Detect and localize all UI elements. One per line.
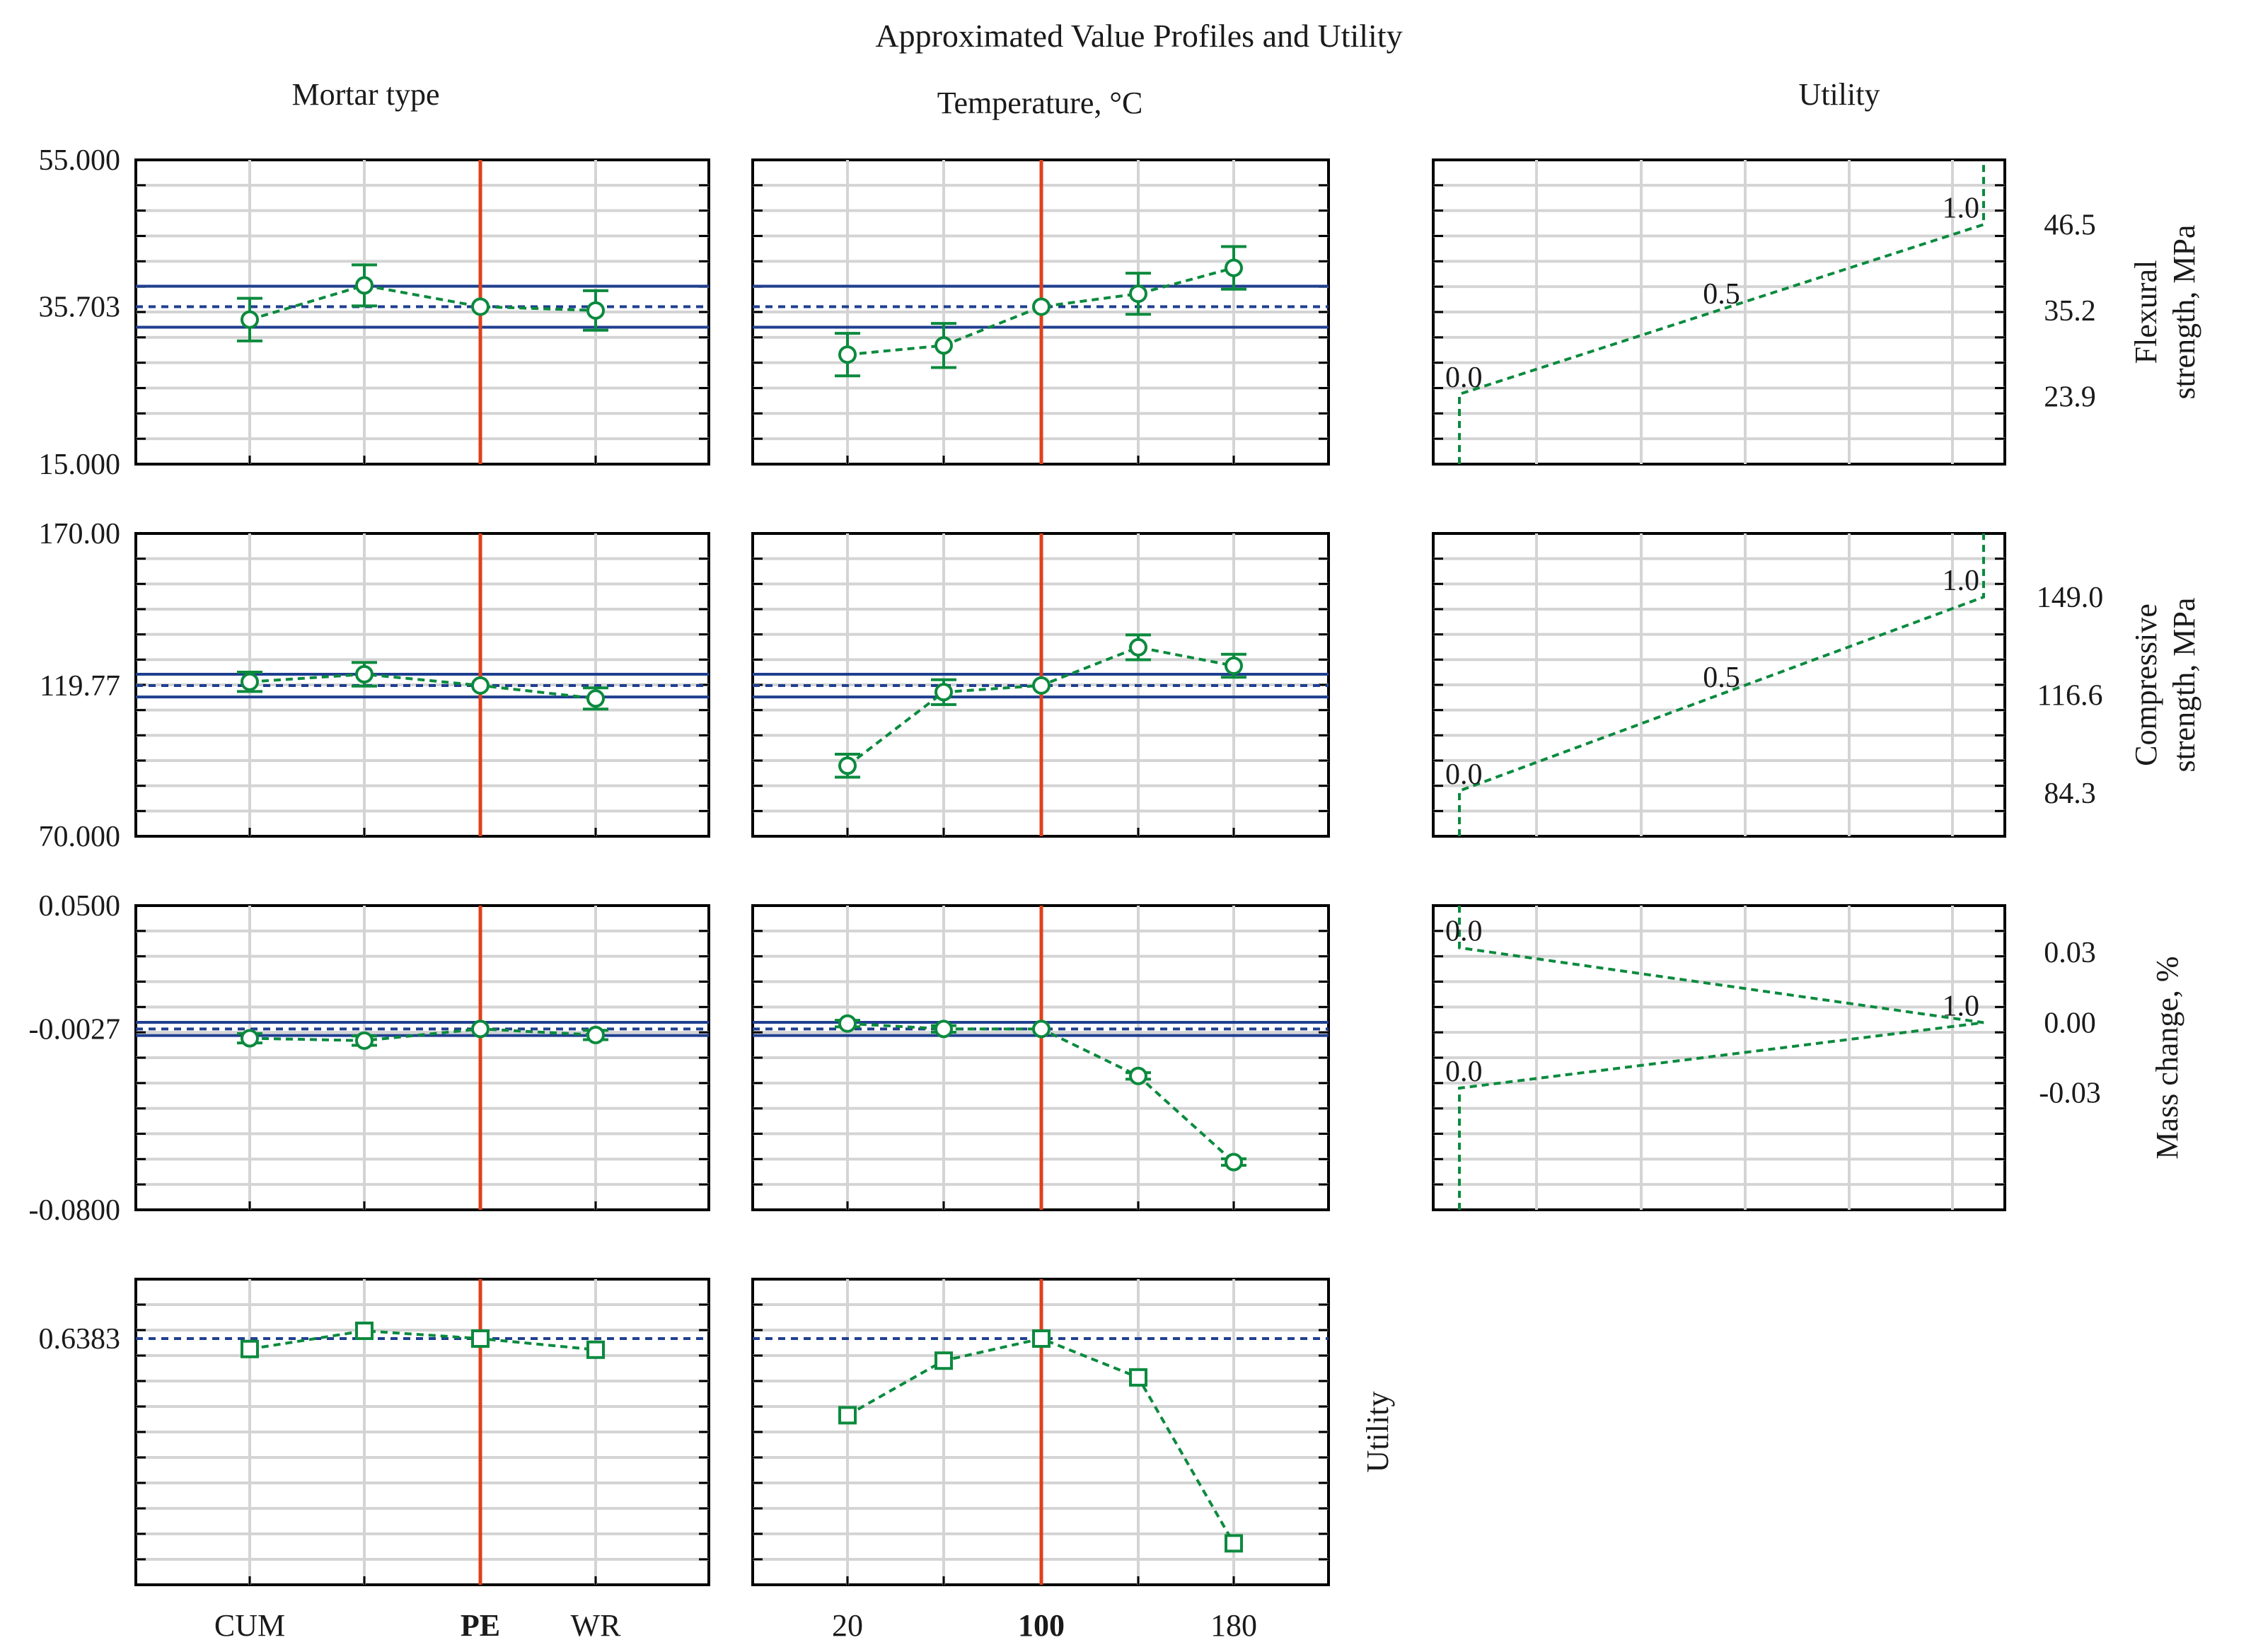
row-utility-mortar-point-0 bbox=[241, 1339, 259, 1358]
row-mass-ytick-label-0: 0.0500 bbox=[39, 890, 121, 923]
row-compressive-temperature-point-4 bbox=[1225, 657, 1243, 676]
row-flexural-desirability-label-2: 1.0 bbox=[1943, 192, 1980, 224]
row-flexural-ytick-label-2: 15.000 bbox=[39, 449, 121, 481]
row-mass-mortar-point-2 bbox=[471, 1019, 490, 1039]
row-compressive-temperature-point-2 bbox=[1032, 676, 1051, 695]
row-mass-temperature-point-0 bbox=[838, 1014, 857, 1033]
row-utility-temperature-point-0 bbox=[838, 1406, 857, 1425]
row-flexural-mortar-profile-line bbox=[249, 284, 596, 321]
row-compressive-temperature-point-1 bbox=[934, 683, 953, 702]
row-mass-desirability-curve bbox=[1458, 906, 1984, 1210]
row-flexural-temperature-point-0 bbox=[838, 345, 857, 364]
mortar-tick-label-0: CUM bbox=[214, 1608, 285, 1643]
row-flexural-mortar-point-2 bbox=[471, 297, 490, 316]
row-mass-desirability-label-1: 1.0 bbox=[1943, 990, 1980, 1022]
row-flexural-temperature-point-4 bbox=[1225, 258, 1243, 277]
row-mass-ytick-label-1: -0.0027 bbox=[29, 1013, 121, 1046]
row-compressive-mortar-point-3 bbox=[586, 689, 605, 708]
row-mass-ytick-label-2: -0.0800 bbox=[29, 1194, 121, 1227]
row-mass-desirability-label-2: 0.0 bbox=[1445, 1056, 1483, 1088]
row-mass-desirability-tick-1: 0.00 bbox=[2044, 1007, 2096, 1039]
row-mass-temperature-point-4 bbox=[1225, 1153, 1243, 1172]
row-compressive-label-line-0: Compressive bbox=[2129, 603, 2163, 766]
row-utility-label: Utility bbox=[1360, 1392, 1395, 1473]
row-mass-mortar-point-1 bbox=[355, 1031, 374, 1050]
row-mass-temperature-point-1 bbox=[934, 1019, 953, 1039]
row-flexural-label-line-1: strength, MPa bbox=[2167, 225, 2201, 400]
row-compressive-desirability-label-1: 0.5 bbox=[1703, 662, 1740, 694]
row-flexural-temperature-profile-line bbox=[847, 266, 1234, 357]
row-compressive-ytick-label-1: 119.77 bbox=[40, 670, 120, 703]
row-compressive-mortar-profile-line bbox=[249, 673, 596, 700]
row-flexural-desirability-curve bbox=[1458, 160, 1985, 464]
row-flexural-desirability-tick-0: 46.5 bbox=[2044, 209, 2096, 241]
chart-text: Approximated Value Profiles and Utility … bbox=[29, 18, 2202, 1643]
panel-grids bbox=[136, 158, 2005, 1586]
row-utility-temperature-point-1 bbox=[934, 1351, 953, 1370]
row-utility-mortar-point-3 bbox=[586, 1340, 605, 1359]
row-compressive-desirability-label-0: 0.0 bbox=[1445, 758, 1483, 791]
row-compressive-mortar-point-2 bbox=[471, 676, 490, 695]
row-flexural-desirability-label-1: 0.5 bbox=[1703, 278, 1740, 311]
row-flexural-temperature-point-3 bbox=[1129, 284, 1147, 304]
row-mass-mortar-point-3 bbox=[586, 1025, 605, 1044]
temperature-tick-label-2: 100 bbox=[1018, 1608, 1065, 1643]
row-mass-temperature-point-3 bbox=[1129, 1066, 1147, 1085]
row-flexural-label-line-0: Flexural bbox=[2129, 260, 2163, 364]
row-mass-temperature-point-2 bbox=[1032, 1019, 1051, 1039]
row-flexural-desirability-tick-1: 35.2 bbox=[2044, 295, 2096, 328]
panel-marks bbox=[136, 160, 1985, 1585]
chart-title: Approximated Value Profiles and Utility bbox=[875, 18, 1402, 54]
mortar-tick-label-3: WR bbox=[571, 1608, 622, 1643]
row-flexural-ytick-label-1: 35.703 bbox=[39, 291, 121, 323]
row-mass-desirability-tick-0: 0.03 bbox=[2044, 937, 2096, 969]
row-mass-desirability-label-0: 0.0 bbox=[1445, 915, 1483, 948]
row-mass-desirability-tick-2: -0.03 bbox=[2039, 1078, 2101, 1110]
row-compressive-desirability-tick-0: 149.0 bbox=[2037, 582, 2104, 614]
row-utility-temperature-point-3 bbox=[1129, 1368, 1147, 1387]
row-compressive-temperature-point-3 bbox=[1129, 637, 1147, 657]
row-mass-mortar-profile-line bbox=[249, 1027, 596, 1042]
row-utility-mortar-point-2 bbox=[471, 1329, 490, 1348]
row-compressive-label-line-1: strength, MPa bbox=[2167, 598, 2201, 773]
row-compressive-desirability-tick-1: 116.6 bbox=[2037, 680, 2103, 712]
temperature-tick-label-4: 180 bbox=[1210, 1608, 1257, 1643]
temperature-tick-label-0: 20 bbox=[832, 1608, 863, 1643]
row-flexural-desirability-label-0: 0.0 bbox=[1445, 362, 1483, 394]
row-flexural-temperature-point-2 bbox=[1032, 297, 1051, 316]
row-flexural-desirability-tick-2: 23.9 bbox=[2044, 381, 2096, 413]
row-flexural-ytick-label-0: 55.000 bbox=[39, 144, 121, 177]
row-mass-mortar-point-0 bbox=[241, 1029, 259, 1048]
row-compressive-desirability-label-2: 1.0 bbox=[1943, 565, 1980, 597]
row-utility-mortar-point-1 bbox=[355, 1322, 374, 1341]
column-title-temperature: Temperature, °C bbox=[937, 86, 1143, 120]
row-compressive-temperature-point-0 bbox=[838, 756, 857, 775]
mortar-tick-label-2: PE bbox=[461, 1608, 500, 1643]
row-flexural-mortar-point-3 bbox=[586, 301, 605, 320]
row-flexural-temperature-point-1 bbox=[934, 336, 953, 355]
row-utility-ytick-label-0: 0.6383 bbox=[39, 1323, 121, 1356]
row-compressive-mortar-point-0 bbox=[241, 672, 259, 691]
row-utility-temperature-point-2 bbox=[1032, 1329, 1051, 1348]
row-compressive-ytick-label-0: 170.00 bbox=[39, 518, 121, 550]
row-utility-temperature-point-4 bbox=[1225, 1534, 1243, 1553]
row-compressive-desirability-tick-2: 84.3 bbox=[2044, 778, 2096, 810]
row-flexural-mortar-point-0 bbox=[241, 310, 259, 329]
row-flexural-mortar-point-1 bbox=[355, 276, 374, 295]
column-title-mortar: Mortar type bbox=[292, 77, 440, 112]
column-title-utility: Utility bbox=[1799, 77, 1880, 112]
row-compressive-mortar-point-1 bbox=[355, 665, 374, 684]
row-compressive-desirability-curve bbox=[1458, 533, 1985, 836]
row-compressive-ytick-label-2: 70.000 bbox=[39, 821, 121, 853]
row-mass-label-line-0: Mass change, % bbox=[2150, 956, 2185, 1159]
row-utility-mortar-profile-line bbox=[249, 1329, 596, 1351]
panel-frames bbox=[134, 158, 2006, 1586]
